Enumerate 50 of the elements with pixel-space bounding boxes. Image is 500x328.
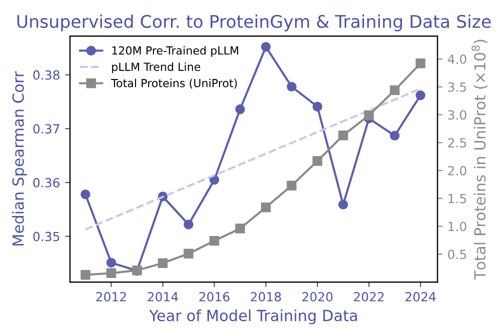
point [106, 268, 116, 278]
y2-axis-title: Total Proteins in UniProt (×10$^{8}$) [472, 40, 488, 280]
y-tick-label: 0.38 [33, 70, 60, 80]
point [184, 248, 194, 258]
point [235, 224, 245, 234]
point [106, 258, 116, 268]
x-tick-label: 2020 [302, 292, 332, 302]
y-axis-title: Median Spearman Corr [12, 71, 27, 246]
point [209, 174, 220, 185]
x-tick-label: 2018 [250, 292, 281, 302]
y2-tick-label: 0.5 [448, 250, 466, 260]
y2-tick-label: 3.0 [448, 110, 466, 120]
chart-title: Unsupervised Corr. to ProteinGym & Training Data Size [17, 14, 491, 32]
point [286, 82, 296, 92]
legend-label: 120M Pre-Trained pLLM [112, 46, 238, 57]
legend-label: pLLM Trend Line [112, 62, 200, 74]
y2-tick-label: 1.0 [448, 222, 466, 232]
y2-tick-label: 4.0 [448, 54, 466, 64]
y2-tick-label: 2.0 [448, 166, 466, 176]
legend-label: Total Proteins (UniProt) [111, 78, 237, 89]
point [261, 202, 271, 212]
point [261, 42, 271, 52]
x-tick-label: 2022 [354, 292, 384, 302]
x-axis-title: Year of Model Training Data [149, 309, 357, 324]
point [158, 258, 168, 268]
x-tick-label: 2014 [148, 292, 178, 302]
y-tick-label: 0.36 [33, 178, 60, 188]
point [80, 270, 90, 280]
x-tick-label: 2012 [96, 292, 126, 302]
y2-tick-label: 1.5 [448, 194, 466, 204]
point [338, 130, 348, 140]
x-tick-label: 2024 [406, 292, 436, 302]
y2-tick-label: 3.5 [448, 82, 466, 92]
point [312, 102, 322, 112]
point [364, 110, 374, 120]
point [390, 130, 400, 141]
y2-tick-label: 2.5 [448, 138, 466, 148]
x-tick-label: 2016 [199, 292, 230, 302]
point [80, 189, 90, 200]
point [209, 236, 220, 246]
point [184, 220, 194, 230]
point [390, 85, 400, 96]
point [235, 104, 245, 114]
point [312, 156, 322, 166]
y-tick-label: 0.37 [33, 124, 60, 134]
point [286, 180, 296, 190]
y-tick-label: 0.35 [33, 232, 60, 242]
point [416, 90, 426, 100]
point [416, 58, 426, 68]
point [338, 200, 348, 210]
